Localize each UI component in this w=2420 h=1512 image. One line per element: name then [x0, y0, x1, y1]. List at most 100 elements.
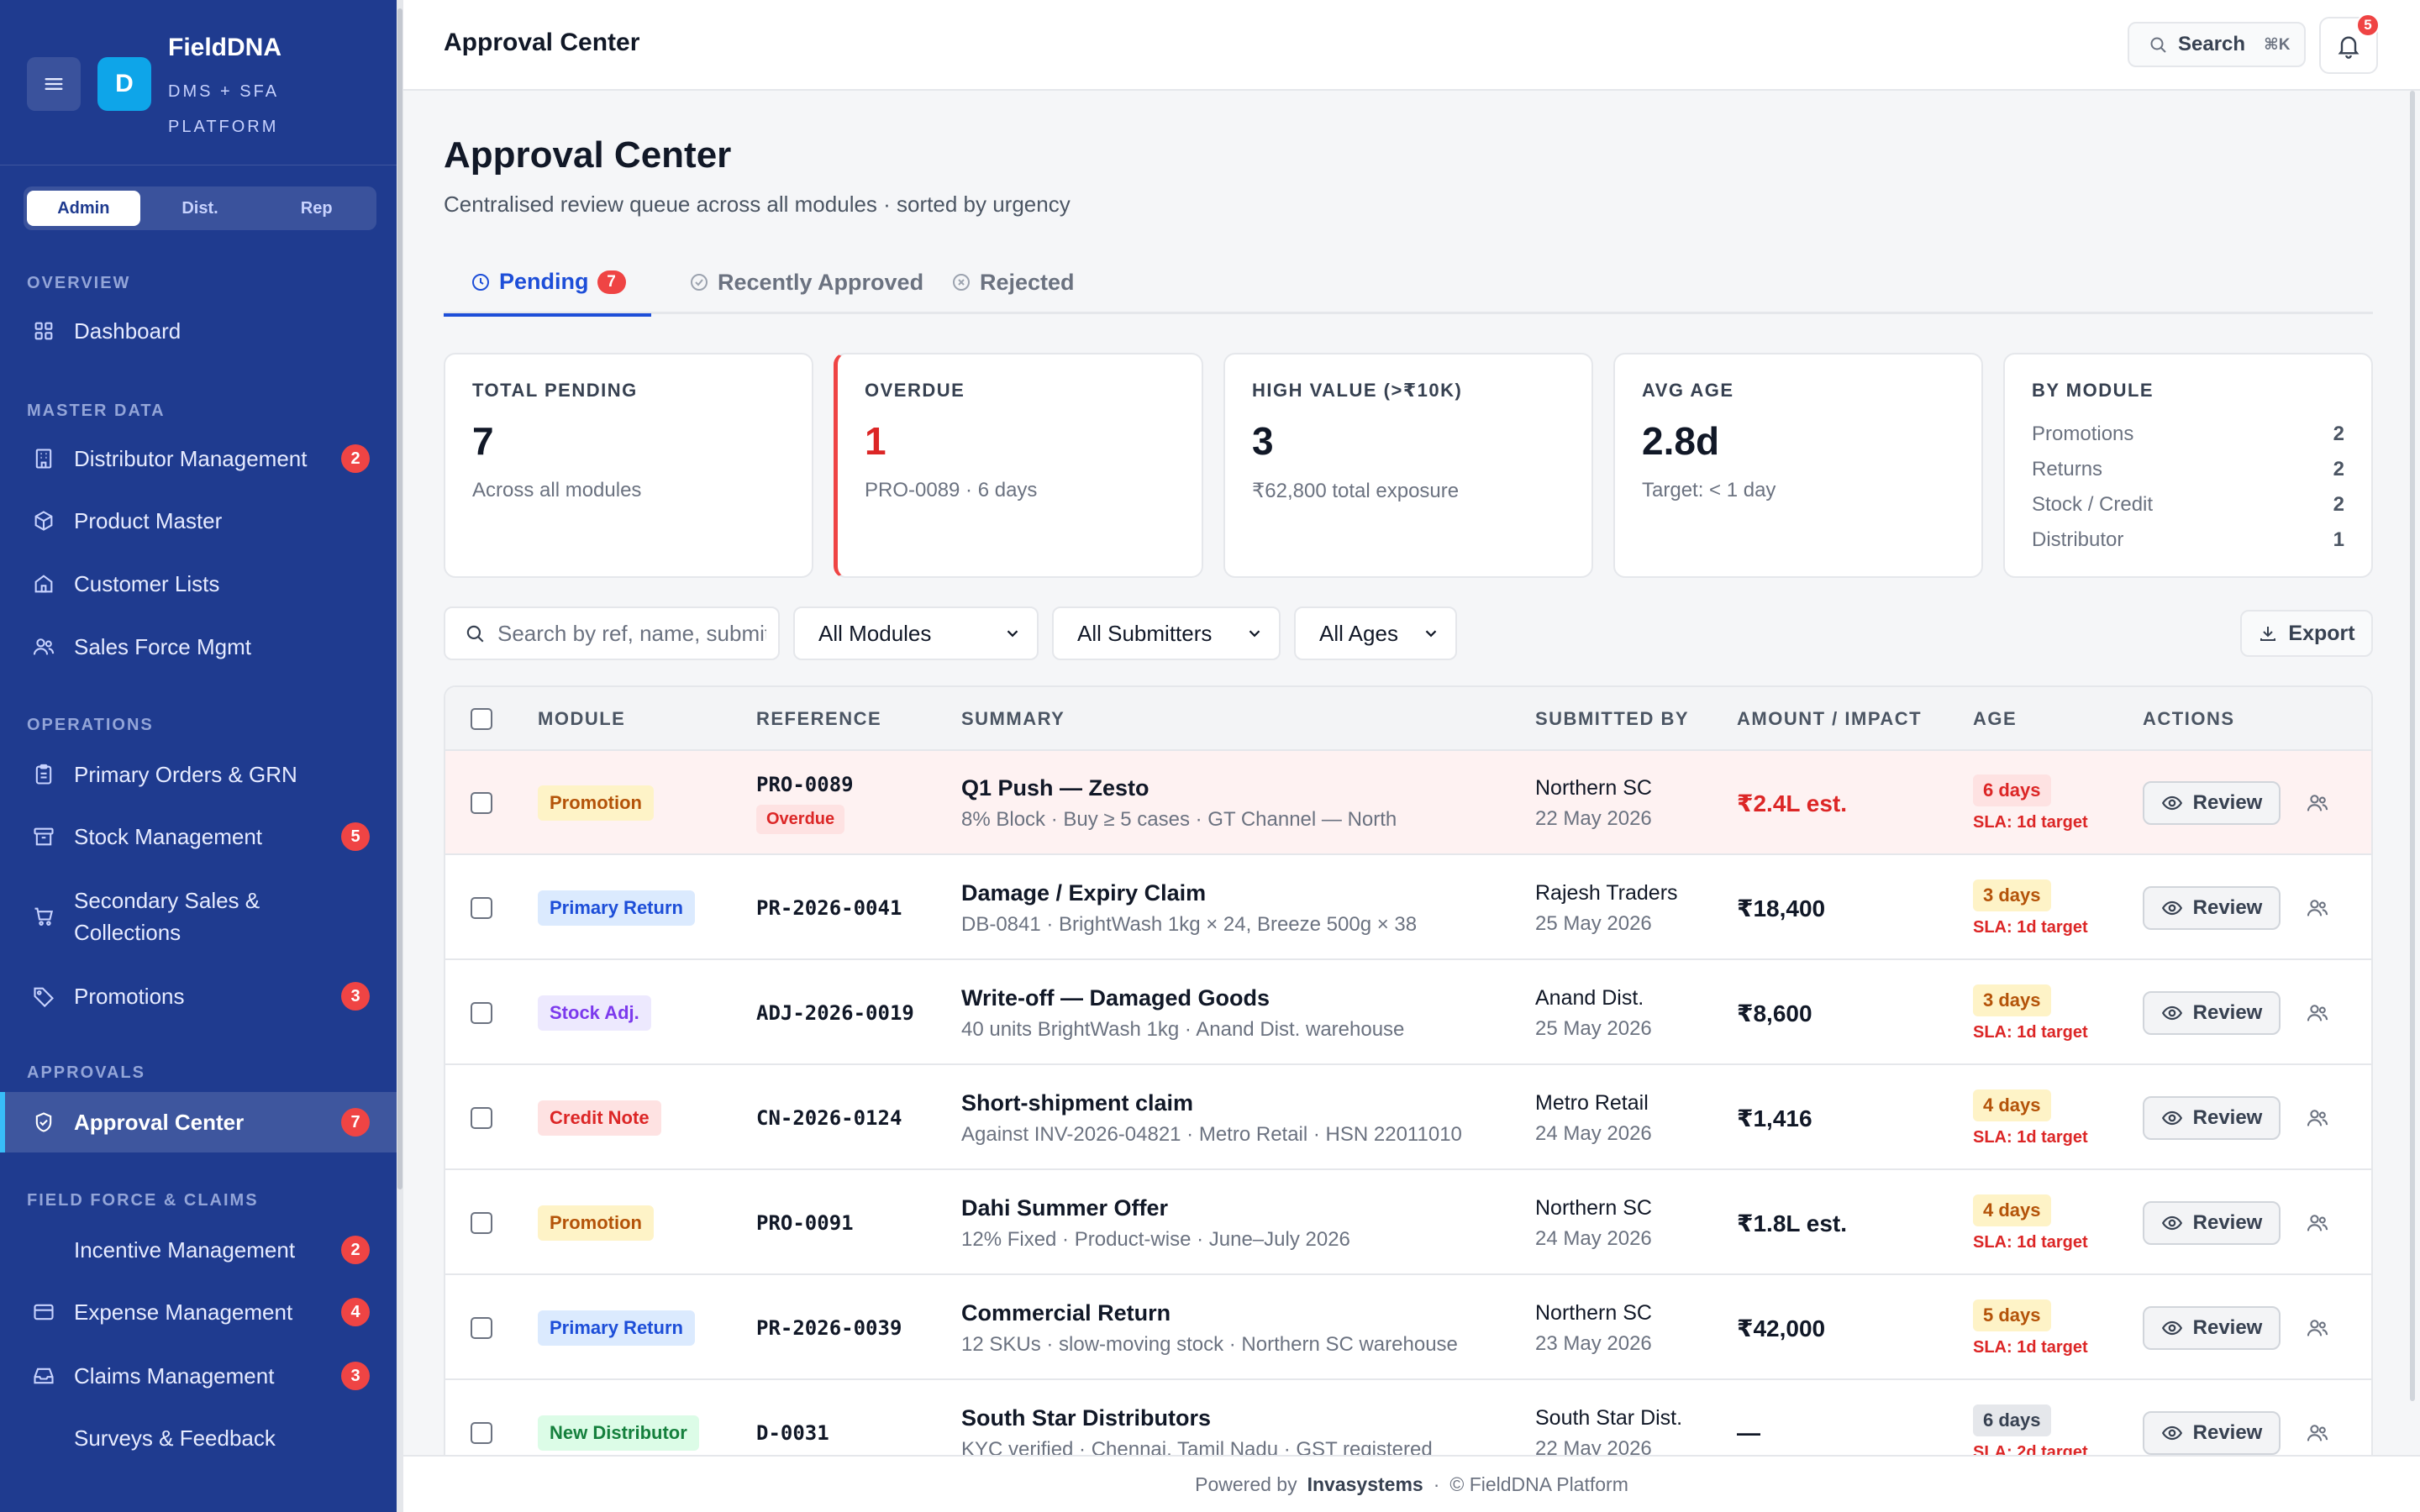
- assign-users-icon[interactable]: [2306, 1001, 2329, 1025]
- sidebar-item-label: Secondary Sales & Collections: [74, 888, 260, 945]
- global-search-button[interactable]: Search ⌘K: [2128, 22, 2306, 67]
- card-label: TOTAL PENDING: [472, 380, 638, 401]
- sidebar-scrollbar[interactable]: [397, 0, 403, 1512]
- row-checkbox[interactable]: [471, 1107, 492, 1129]
- actions-cell: Review: [2143, 1171, 2281, 1275]
- assign-users-icon[interactable]: [2306, 896, 2329, 920]
- scrollbar-thumb[interactable]: [397, 8, 402, 1189]
- sidebar-item-approval-center[interactable]: Approval Center 7: [0, 1092, 397, 1152]
- sidebar-item-expense[interactable]: Expense Management 4: [0, 1282, 397, 1342]
- sla-target: SLA: 1d target: [1973, 1127, 2088, 1147]
- download-icon: [2260, 627, 2276, 641]
- table-row[interactable]: New Distributor D-0031 South Star Distri…: [445, 1381, 2371, 1455]
- notifications-button[interactable]: 5: [2319, 13, 2380, 74]
- row-checkbox-cell: [471, 751, 492, 855]
- review-button[interactable]: Review: [2143, 1306, 2281, 1350]
- sidebar-item-sales-force[interactable]: Sales Force Mgmt: [0, 617, 397, 677]
- review-button[interactable]: Review: [2143, 1096, 2281, 1140]
- column-header-module[interactable]: MODULE: [538, 708, 626, 729]
- sidebar-item-customer-lists[interactable]: Customer Lists: [0, 554, 397, 614]
- column-header-reference[interactable]: REFERENCE: [756, 708, 882, 729]
- reference-id[interactable]: PR-2026-0039: [756, 1316, 902, 1340]
- module-badge: Promotion: [538, 1205, 654, 1241]
- role-distributor[interactable]: Dist.: [182, 198, 218, 218]
- row-checkbox[interactable]: [471, 1002, 492, 1024]
- sla-target: SLA: 1d target: [1973, 1232, 2088, 1252]
- sidebar-item-surveys[interactable]: Surveys & Feedback: [0, 1408, 397, 1468]
- row-checkbox[interactable]: [471, 1317, 492, 1339]
- assign-users-icon[interactable]: [2306, 791, 2329, 815]
- column-header-summary[interactable]: SUMMARY: [961, 708, 1065, 729]
- sidebar-item-secondary-sales[interactable]: Secondary Sales & Collections: [0, 884, 397, 949]
- sidebar-item-stock[interactable]: Stock Management 5: [0, 806, 397, 867]
- tab-recently-approved[interactable]: Recently Approved: [689, 250, 923, 314]
- table-row[interactable]: Stock Adj. ADJ-2026-0019 Write-off — Dam…: [445, 961, 2371, 1065]
- summary-cell: Commercial Return 12 SKUs · slow-moving …: [961, 1276, 1458, 1380]
- summary-title: Damage / Expiry Claim: [961, 879, 1207, 906]
- scrollbar-thumb[interactable]: [2410, 91, 2415, 1401]
- column-header-amount[interactable]: AMOUNT / IMPACT: [1737, 708, 1923, 729]
- row-checkbox[interactable]: [471, 792, 492, 814]
- reference-id[interactable]: PR-2026-0041: [756, 896, 902, 920]
- module-filter-select[interactable]: All Modules: [793, 606, 1039, 660]
- review-button[interactable]: Review: [2143, 1201, 2281, 1245]
- sidebar-item-claims[interactable]: Claims Management 3: [0, 1346, 397, 1406]
- reference-id[interactable]: PRO-0091: [756, 1211, 854, 1235]
- column-header-age[interactable]: AGE: [1973, 708, 2018, 729]
- summary-title: Dahi Summer Offer: [961, 1194, 1169, 1221]
- row-checkbox[interactable]: [471, 1422, 492, 1444]
- shield-check-icon: [32, 1110, 55, 1134]
- role-admin[interactable]: Admin: [27, 191, 140, 226]
- select-all-checkbox[interactable]: [471, 708, 492, 730]
- reference-id[interactable]: CN-2026-0124: [756, 1106, 902, 1130]
- sidebar-item-product-master[interactable]: Product Master: [0, 491, 397, 551]
- table-row[interactable]: Promotion PRO-0089 Overdue Q1 Push — Zes…: [445, 751, 2371, 855]
- sidebar-item-label: Surveys & Feedback: [74, 1425, 276, 1451]
- reference-id[interactable]: PRO-0089: [756, 772, 854, 796]
- table-row[interactable]: Promotion PRO-0091 Dahi Summer Offer 12%…: [445, 1171, 2371, 1275]
- reference-id[interactable]: ADJ-2026-0019: [756, 1001, 914, 1025]
- age-filter-select[interactable]: All Ages: [1294, 606, 1457, 660]
- role-rep[interactable]: Rep: [300, 198, 333, 218]
- review-button[interactable]: Review: [2143, 886, 2281, 930]
- select-value: All Ages: [1319, 620, 1398, 646]
- review-button[interactable]: Review: [2143, 781, 2281, 825]
- module-breakdown: Promotions 2 Returns 2 Stock / Credit 2 Dis…: [2032, 417, 2344, 558]
- sla-target: SLA: 1d target: [1973, 1022, 2088, 1042]
- review-button[interactable]: Review: [2143, 1411, 2281, 1455]
- assign-users-icon[interactable]: [2306, 1211, 2329, 1235]
- row-checkbox[interactable]: [471, 897, 492, 919]
- assign-users-icon[interactable]: [2306, 1316, 2329, 1340]
- actions-cell: Review: [2143, 751, 2281, 855]
- export-button[interactable]: Export: [2240, 610, 2373, 657]
- search-input[interactable]: [497, 620, 766, 647]
- sidebar-item-promotions[interactable]: Promotions 3: [0, 966, 397, 1026]
- tab-pending[interactable]: Pending 7: [444, 250, 651, 317]
- hamburger-menu-button[interactable]: [27, 57, 81, 111]
- sidebar-item-label: Customer Lists: [74, 571, 220, 596]
- sidebar-item-label: Primary Orders & GRN: [74, 762, 297, 787]
- main-scrollbar[interactable]: [2407, 91, 2418, 1455]
- reference-id[interactable]: D-0031: [756, 1421, 829, 1445]
- assign-users-icon[interactable]: [2306, 1421, 2329, 1445]
- summary-detail: 12% Fixed · Product-wise · June–July 202…: [961, 1227, 1350, 1251]
- building-icon: [32, 447, 55, 470]
- assign-users-icon[interactable]: [2306, 1106, 2329, 1130]
- module-row: Returns 2: [2032, 452, 2344, 487]
- card-label: BY MODULE: [2032, 380, 2154, 401]
- row-checkbox[interactable]: [471, 1212, 492, 1234]
- column-header-submitted-by[interactable]: SUBMITTED BY: [1535, 708, 1689, 729]
- count-badge: 5: [341, 822, 370, 851]
- tab-rejected[interactable]: Rejected: [951, 250, 1075, 314]
- sidebar-item-distributor[interactable]: Distributor Management 2: [0, 428, 397, 489]
- sidebar-item-dashboard[interactable]: Dashboard: [0, 301, 397, 361]
- sidebar-item-incentive[interactable]: Incentive Management 2: [0, 1220, 397, 1280]
- table-row[interactable]: Credit Note CN-2026-0124 Short-shipment …: [445, 1066, 2371, 1170]
- table-row[interactable]: Primary Return PR-2026-0041 Damage / Exp…: [445, 856, 2371, 960]
- sidebar-item-primary-orders[interactable]: Primary Orders & GRN: [0, 744, 397, 805]
- table-row[interactable]: Primary Return PR-2026-0039 Commercial R…: [445, 1276, 2371, 1380]
- search-icon: [466, 625, 484, 643]
- review-button[interactable]: Review: [2143, 991, 2281, 1035]
- submitter-filter-select[interactable]: All Submitters: [1052, 606, 1281, 660]
- submitted-date: 25 May 2026: [1535, 911, 1652, 935]
